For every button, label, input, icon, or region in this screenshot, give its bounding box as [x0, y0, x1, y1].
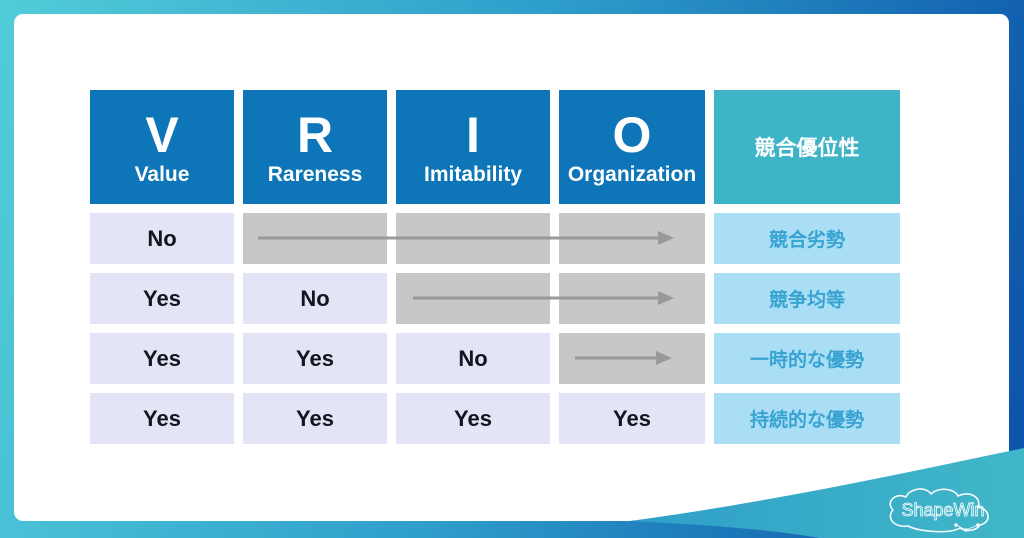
cell-r4-value: Yes	[90, 393, 234, 444]
header-label-organization: Organization	[567, 162, 697, 186]
logo-nodes-icon	[954, 523, 980, 532]
header-label-imitability: Imitability	[423, 162, 523, 186]
cell-r1-rareness-na	[243, 213, 387, 264]
header-letter-i: I	[466, 106, 480, 163]
cell-r1-advantage: 競合劣勢	[714, 213, 900, 264]
header-letter-o: O	[612, 106, 652, 163]
header-imitability: I Imitability	[396, 90, 550, 204]
cell-r1-organization-na	[559, 213, 705, 264]
cell-r2-organization-na	[559, 273, 705, 324]
header-label-rareness: Rareness	[267, 162, 363, 186]
cell-r4-organization: Yes	[559, 393, 705, 444]
header-organization: O Organization	[559, 90, 705, 204]
cell-r2-imitability-na	[396, 273, 550, 324]
cell-r3-imitability: No	[396, 333, 550, 384]
cell-r3-value: Yes	[90, 333, 234, 384]
cell-r3-advantage: 一時的な優勢	[714, 333, 900, 384]
header-letter-v: V	[145, 106, 179, 163]
cell-r1-imitability-na	[396, 213, 550, 264]
cell-r3-organization-na	[559, 333, 705, 384]
cell-r2-value: Yes	[90, 273, 234, 324]
header-advantage: 競合優位性	[714, 90, 900, 204]
cell-r2-advantage: 競争均等	[714, 273, 900, 324]
header-rareness: R Rareness	[243, 90, 387, 204]
header-letter-r: R	[296, 106, 334, 163]
logo-text: ShapeWin	[901, 500, 984, 520]
shapewin-logo: ShapeWin	[889, 488, 989, 533]
cell-r4-rareness: Yes	[243, 393, 387, 444]
header-label-value: Value	[134, 162, 190, 186]
cell-r4-imitability: Yes	[396, 393, 550, 444]
cell-r1-value: No	[90, 213, 234, 264]
cell-r3-rareness: Yes	[243, 333, 387, 384]
cell-r4-advantage: 持続的な優勢	[714, 393, 900, 444]
header-value: V Value	[90, 90, 234, 204]
vrio-table: V Value R Rareness I Imitability O Organ…	[90, 90, 900, 444]
cell-r2-rareness: No	[243, 273, 387, 324]
